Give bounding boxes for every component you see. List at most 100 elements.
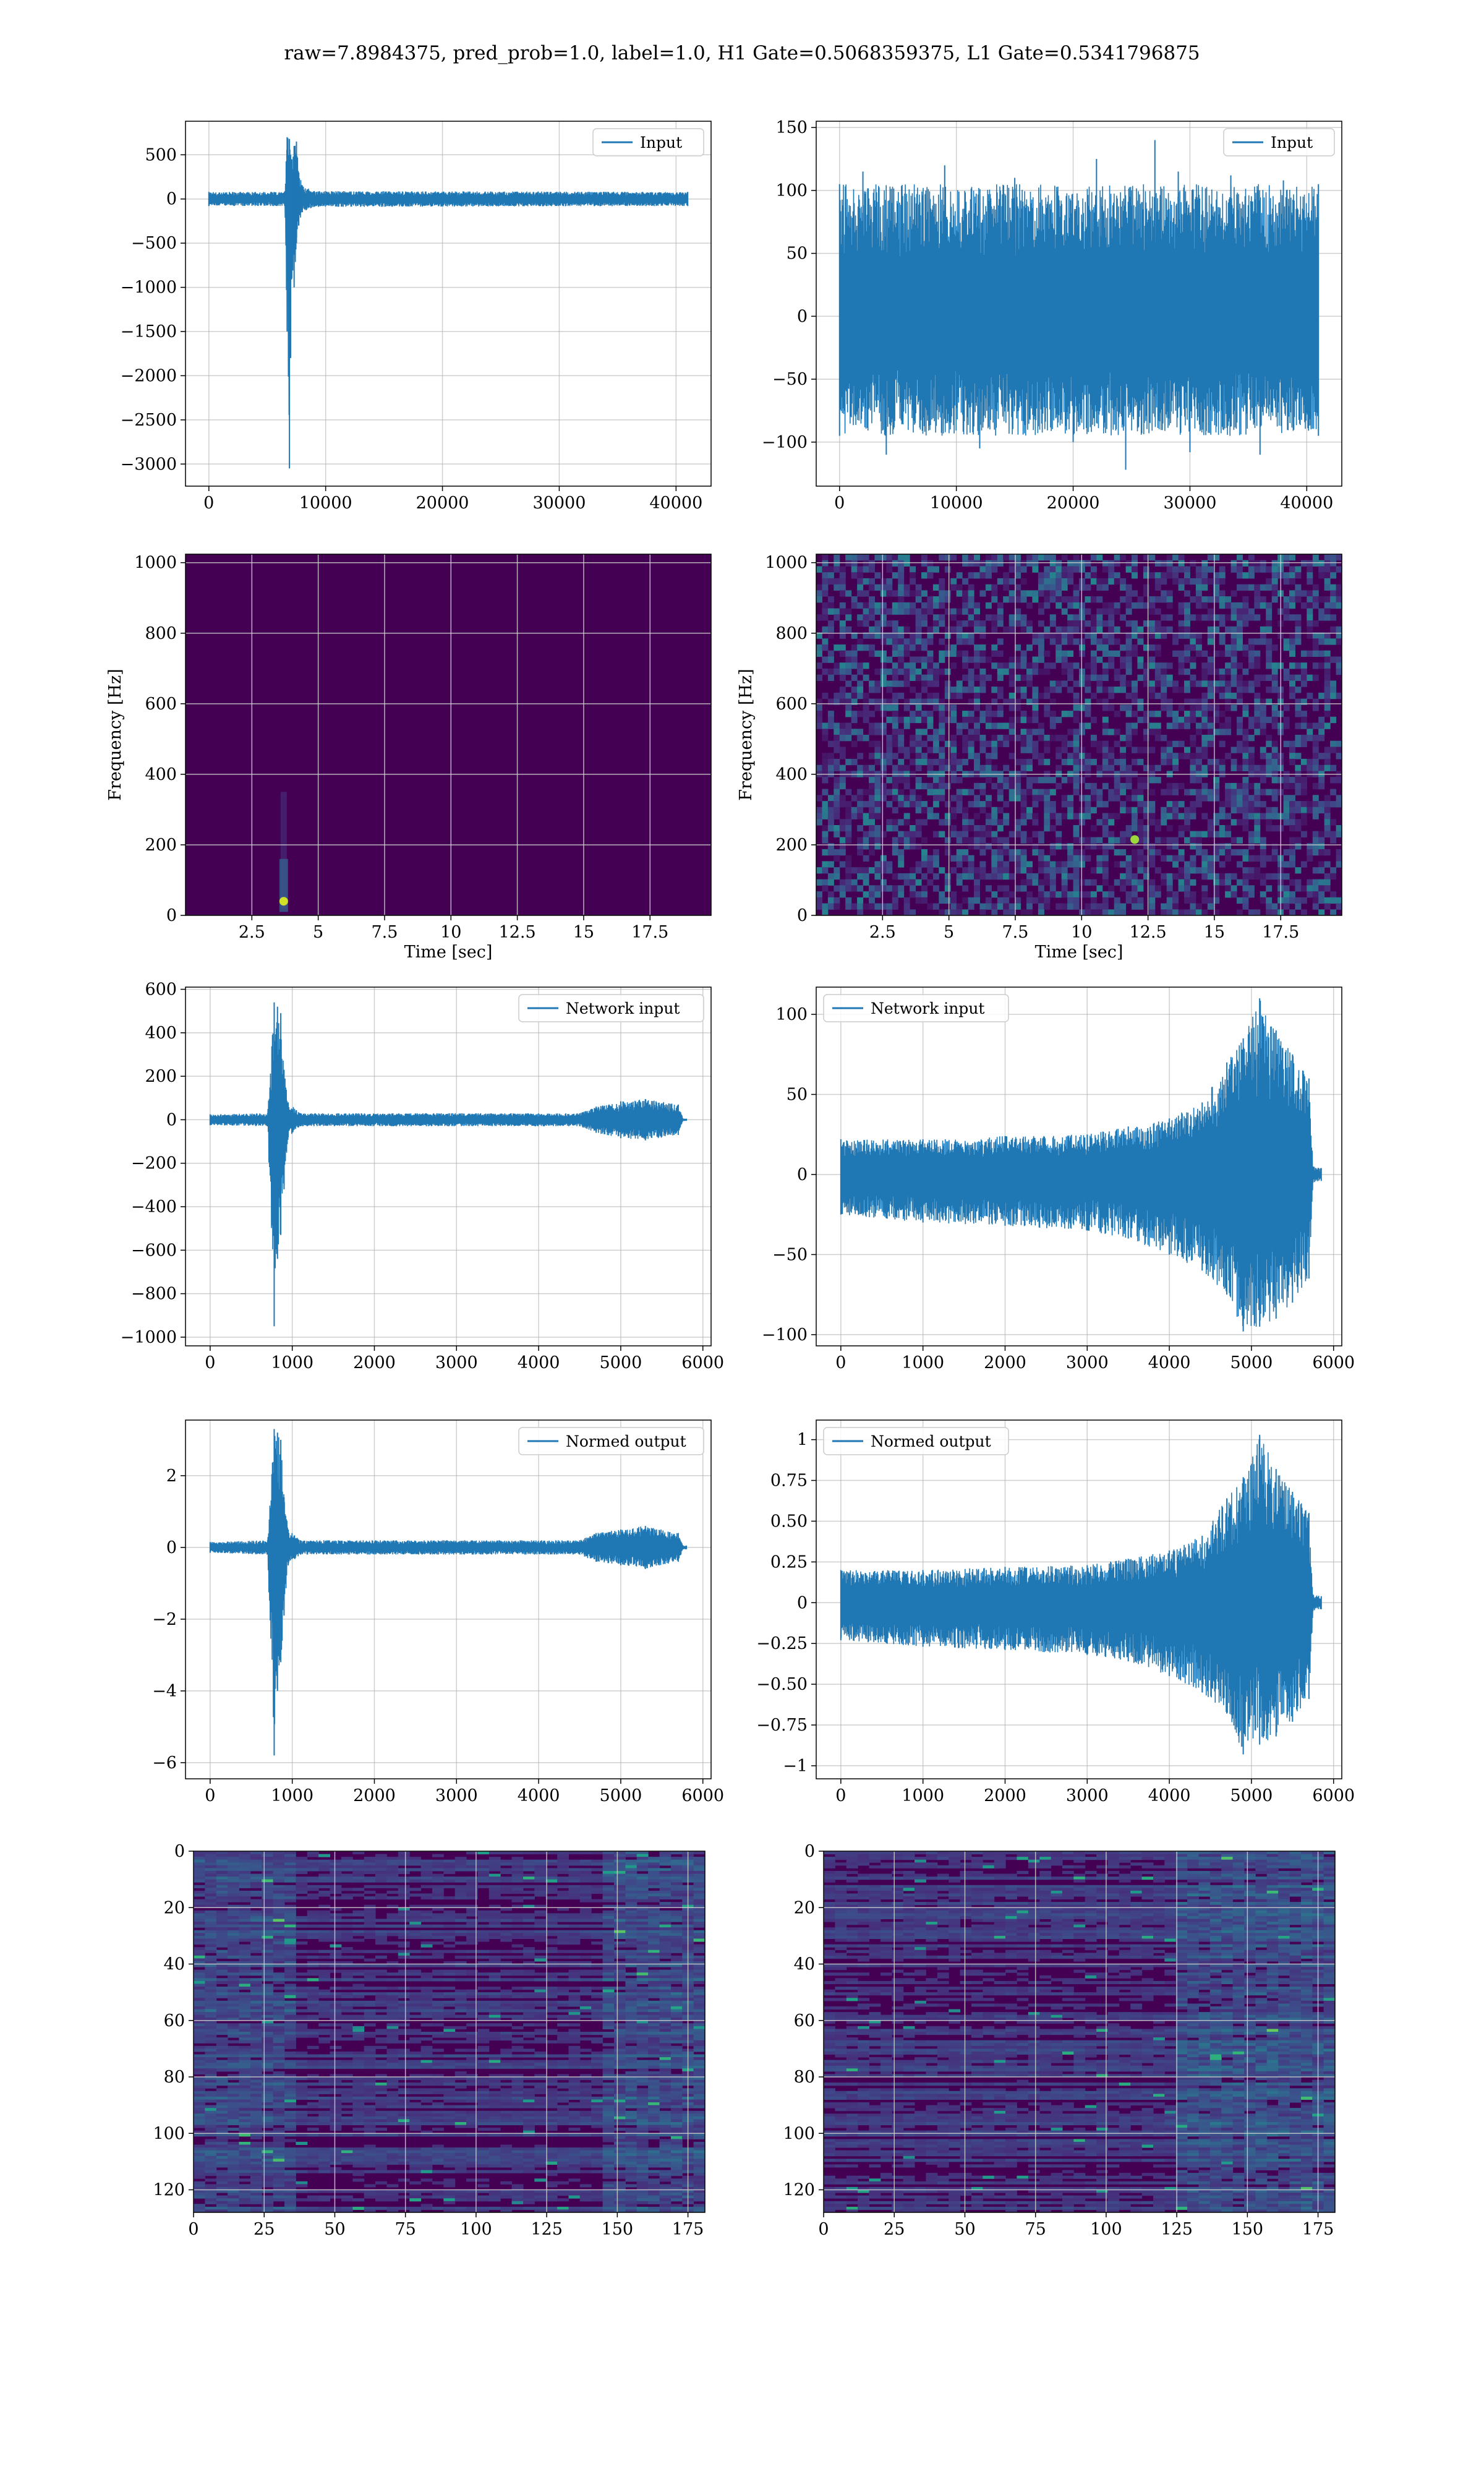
heatmap-cell xyxy=(1324,668,1331,675)
heatmap-cell xyxy=(1149,722,1156,729)
heatmap-cell xyxy=(1225,698,1232,705)
heatmap-cell xyxy=(1154,650,1161,657)
heatmap-cell xyxy=(927,674,934,681)
heatmap-cell xyxy=(1009,873,1015,880)
heatmap-cell xyxy=(398,1879,410,1883)
heatmap-cell xyxy=(834,758,840,766)
heatmap-cell xyxy=(903,819,910,826)
heatmap-cell xyxy=(1237,795,1243,802)
heatmap-cell xyxy=(1102,722,1109,729)
heatmap-cell xyxy=(910,674,916,681)
heatmap-cell xyxy=(1166,807,1173,814)
heatmap-cell xyxy=(398,1919,410,1922)
heatmap-cell xyxy=(659,1944,672,1948)
heatmap-cell xyxy=(648,1961,660,1964)
heatmap-cell xyxy=(659,1851,672,1855)
heatmap-cell xyxy=(318,1969,331,1973)
heatmap-cell xyxy=(1300,662,1307,669)
heatmap-cell xyxy=(568,1964,581,1967)
heatmap-cell xyxy=(903,668,910,675)
heatmap-cell xyxy=(273,1904,285,1908)
heatmap-cell xyxy=(273,1941,285,1945)
heatmap-cell xyxy=(511,1944,524,1948)
heatmap-cell xyxy=(1015,644,1021,651)
x-tick-label: 2.5 xyxy=(239,923,265,942)
heatmap-cell xyxy=(670,1935,683,1939)
heatmap-cell xyxy=(375,1893,387,1897)
heatmap-cell xyxy=(579,1955,592,1959)
heatmap-cell xyxy=(1289,590,1295,597)
heatmap-cell xyxy=(1312,590,1319,597)
heatmap-cell xyxy=(886,680,893,687)
heatmap-cell xyxy=(997,578,1004,585)
heatmap-cell xyxy=(1055,596,1062,603)
heatmap-cell xyxy=(1190,813,1196,820)
heatmap-cell xyxy=(364,1913,376,1917)
heatmap-cell xyxy=(432,1865,444,1868)
heatmap-cell xyxy=(330,1890,342,1894)
heatmap-cell xyxy=(1242,560,1249,567)
heatmap-cell xyxy=(1114,608,1120,615)
heatmap-cell xyxy=(1143,837,1149,844)
heatmap-cell xyxy=(364,1919,376,1922)
heatmap-cell xyxy=(1067,849,1074,856)
heatmap-cell xyxy=(1312,891,1319,898)
heatmap-cell xyxy=(557,1930,569,1933)
heatmap-cell xyxy=(1295,764,1302,771)
heatmap-cell xyxy=(318,1933,331,1937)
heatmap-cell xyxy=(910,578,916,585)
heatmap-cell xyxy=(1266,638,1273,645)
heatmap-cell xyxy=(1295,903,1302,910)
heatmap-cell xyxy=(1330,596,1337,603)
heatmap-cell xyxy=(1038,554,1044,561)
heatmap-cell xyxy=(1184,722,1190,729)
heatmap-cell xyxy=(1195,578,1202,585)
y-tick-label: −1000 xyxy=(121,278,177,297)
heatmap-cell xyxy=(1242,758,1249,766)
heatmap-cell xyxy=(296,1890,308,1894)
heatmap-cell xyxy=(1242,825,1249,832)
heatmap-cell xyxy=(892,692,898,700)
heatmap-cell xyxy=(869,614,875,621)
heatmap-cell xyxy=(1096,578,1103,585)
heatmap-cell xyxy=(903,782,910,790)
heatmap-cell xyxy=(1009,614,1015,621)
legend-label: Input xyxy=(640,134,682,152)
heatmap-cell xyxy=(205,1890,217,1894)
heatmap-cell xyxy=(194,1859,205,1863)
heatmap-cell xyxy=(1009,662,1015,669)
heatmap-cell xyxy=(1132,861,1138,868)
heatmap-cell xyxy=(1195,789,1202,795)
heatmap-cell xyxy=(1102,891,1109,898)
heatmap-cell xyxy=(614,1885,626,1888)
heatmap-cell xyxy=(1161,903,1167,910)
heatmap-cell xyxy=(284,1964,296,1967)
heatmap-cell xyxy=(1073,711,1080,717)
heatmap-cell xyxy=(869,903,875,910)
heatmap-cell xyxy=(886,747,893,753)
heatmap-cell xyxy=(284,1862,296,1866)
heatmap-cell xyxy=(1073,584,1080,591)
heatmap-cell xyxy=(432,1904,444,1908)
heatmap-cell xyxy=(693,1969,706,1973)
heatmap-cell xyxy=(194,1935,205,1939)
heatmap-cell xyxy=(1283,861,1290,868)
heatmap-cell xyxy=(1149,711,1156,717)
heatmap-cell xyxy=(1015,566,1021,573)
heatmap-cell xyxy=(1248,795,1255,802)
heatmap-cell xyxy=(693,1865,706,1868)
heatmap-cell xyxy=(1026,644,1033,651)
heatmap-cell xyxy=(985,614,992,621)
heatmap-cell xyxy=(194,1862,205,1866)
heatmap-cell xyxy=(1195,795,1202,802)
heatmap-cell xyxy=(1149,608,1156,615)
heatmap-hotspot xyxy=(1130,835,1140,844)
heatmap-cell xyxy=(869,807,875,814)
heatmap-cell xyxy=(420,1964,433,1967)
heatmap-cell xyxy=(409,1922,422,1925)
heatmap-cell xyxy=(296,1862,308,1866)
heatmap-cell xyxy=(839,687,846,693)
heatmap-cell xyxy=(845,722,852,729)
heatmap-cell xyxy=(851,644,858,651)
heatmap-cell xyxy=(1324,638,1331,645)
